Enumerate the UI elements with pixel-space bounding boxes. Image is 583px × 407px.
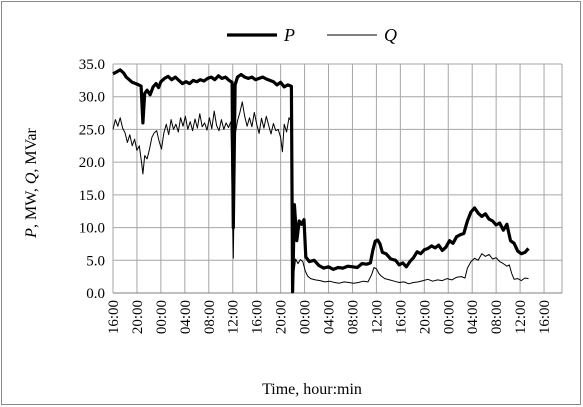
series-layer <box>112 68 530 294</box>
x-tick-label: 04:00 <box>178 300 194 334</box>
y-tick-label: 15.0 <box>79 188 105 204</box>
y-axis-title: P, MW, Q, MVar <box>23 128 40 239</box>
y-tick-label: 5.0 <box>86 253 105 269</box>
x-tick-label: 12:00 <box>369 300 385 334</box>
x-tick-labels: 16:00 20:00 00:00 04:00 08:00 12:00 16:00 20:00… <box>106 300 553 334</box>
x-tick-label: 16:00 <box>250 300 266 334</box>
x-tick-label: 12:00 <box>226 300 242 334</box>
x-tick-label: 00:00 <box>441 300 457 334</box>
x-tick-label: 04:00 <box>465 300 481 334</box>
x-tick-label: 08:00 <box>202 300 218 334</box>
x-tick-label: 00:00 <box>298 300 314 334</box>
y-tick-label: 20.0 <box>79 155 105 171</box>
x-tick-label: 20:00 <box>130 300 146 334</box>
x-tick-label: 08:00 <box>345 300 361 334</box>
x-tick-label: 08:00 <box>489 300 505 334</box>
x-tick-label: 00:00 <box>154 300 170 334</box>
y-tick-labels: 0.0 5.0 10.0 15.0 20.0 25.0 30.0 35.0 <box>79 57 105 302</box>
x-tick-label: 16:00 <box>537 300 553 334</box>
series-line-q <box>112 101 529 294</box>
legend-label-q: Q <box>384 25 397 45</box>
x-tick-label: 12:00 <box>513 300 529 334</box>
y-tick-label: 0.0 <box>86 286 105 302</box>
x-tick-label: 04:00 <box>322 300 338 334</box>
x-tick-label: 20:00 <box>274 300 290 334</box>
x-axis-title: Time, hour:min <box>262 381 362 398</box>
x-tick-label: 16:00 <box>393 300 409 334</box>
y-tick-label: 10.0 <box>79 221 105 237</box>
x-tick-label: 20:00 <box>417 300 433 334</box>
y-tick-label: 30.0 <box>79 90 105 106</box>
series-line-p <box>112 68 530 294</box>
y-tick-label: 35.0 <box>79 57 105 73</box>
y-tick-label: 25.0 <box>79 122 105 138</box>
legend-label-p: P <box>283 25 295 45</box>
x-tick-label: 16:00 <box>106 300 122 334</box>
